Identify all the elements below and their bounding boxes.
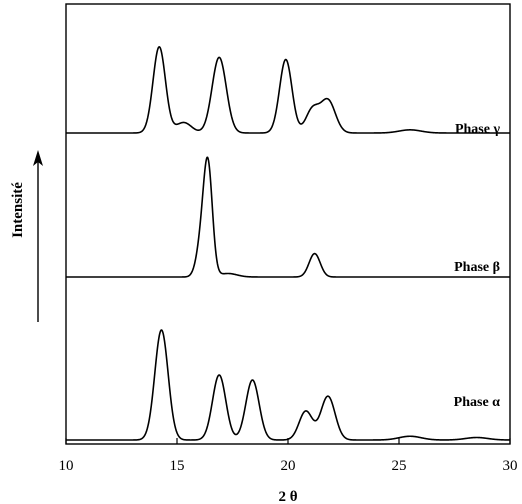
x-tick-label: 15 <box>170 458 185 474</box>
x-tick-label: 20 <box>281 458 296 474</box>
series-label: Phase β <box>454 260 500 275</box>
y-axis-arrow <box>33 150 43 322</box>
x-tick-label: 10 <box>59 458 74 474</box>
x-tick-label: 30 <box>503 458 518 474</box>
series-line <box>65 329 511 441</box>
plot-frame <box>65 3 511 445</box>
x-tick-label: 25 <box>392 458 407 474</box>
series-line <box>65 156 511 278</box>
x-ticks: 10 15 20 25 30 <box>59 438 518 474</box>
traces <box>65 46 511 441</box>
series-labels: Phase γ Phase β Phase α <box>454 122 501 410</box>
x-axis-title: 2 θ <box>278 489 297 504</box>
series-label: Phase γ <box>455 122 501 137</box>
series-label: Phase α <box>454 395 501 410</box>
y-axis-title: Intensité <box>10 182 26 238</box>
series-line <box>65 46 511 134</box>
